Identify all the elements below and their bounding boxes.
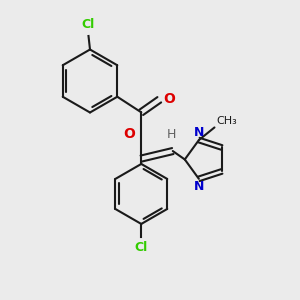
Text: N: N	[194, 125, 204, 139]
Text: O: O	[163, 92, 175, 106]
Text: Cl: Cl	[135, 242, 148, 254]
Text: Cl: Cl	[82, 18, 95, 31]
Text: H: H	[167, 128, 176, 142]
Text: O: O	[123, 127, 135, 141]
Text: CH₃: CH₃	[216, 116, 237, 126]
Text: N: N	[194, 180, 204, 194]
